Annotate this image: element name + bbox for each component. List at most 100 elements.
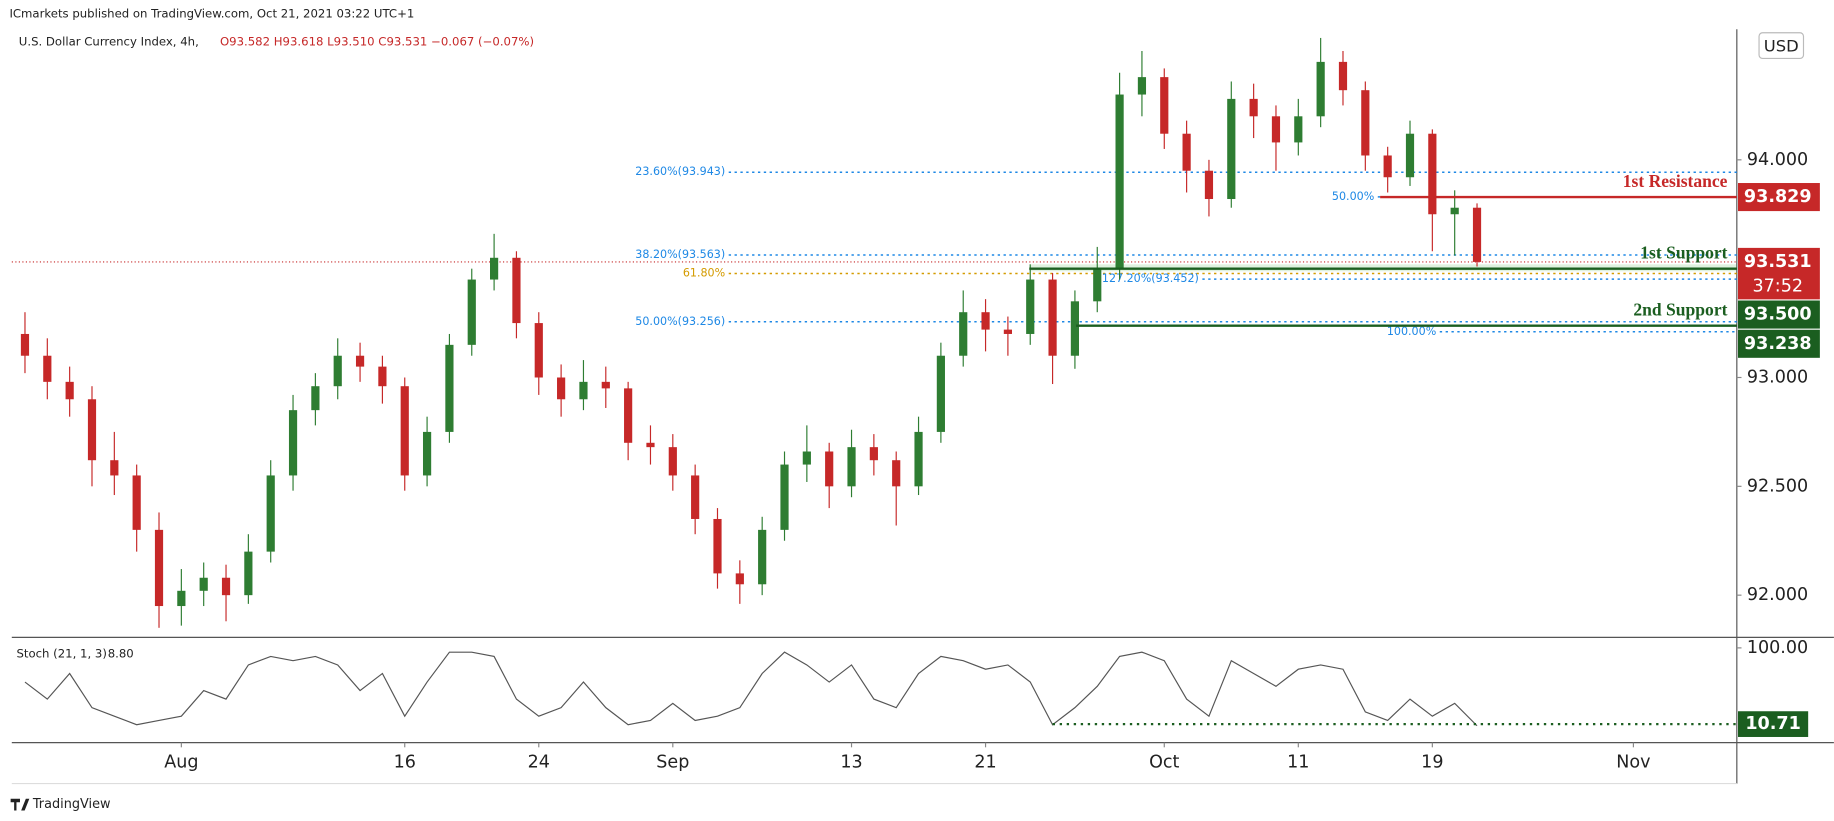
candle-body — [959, 312, 968, 356]
level-name: 2nd Support — [1633, 300, 1727, 320]
candle-body — [288, 410, 298, 476]
candle-body — [802, 451, 811, 465]
candle-body — [311, 386, 320, 411]
stoch-line — [24, 651, 1478, 727]
candle-body — [1338, 61, 1348, 91]
candle-body — [132, 475, 141, 530]
candle-body — [735, 573, 744, 585]
candle-body — [177, 590, 186, 607]
x-tick-label: 11 — [1287, 753, 1309, 773]
candle-body — [1182, 133, 1191, 171]
candle-body — [20, 333, 30, 356]
candle-body — [355, 355, 365, 367]
y-tick-label: 92.000 — [1747, 585, 1808, 605]
candle-body — [892, 460, 901, 487]
candle-body — [1070, 301, 1080, 356]
price-label-box — [1738, 300, 1820, 329]
candle-body — [579, 381, 588, 400]
fib-label: 127.20%(93.452) — [1102, 272, 1199, 285]
candle-body — [333, 355, 342, 387]
candle-body — [1048, 279, 1057, 356]
price-label: 93.238 — [1744, 334, 1812, 354]
price-label: 93.829 — [1744, 187, 1812, 207]
candle-body — [557, 377, 566, 400]
stoch-level-box — [1738, 711, 1809, 737]
candle-body — [534, 323, 543, 378]
currency-button[interactable] — [1758, 32, 1805, 60]
candle-body — [601, 381, 610, 389]
header: ICmarkets published on TradingView.com, … — [9, 7, 414, 21]
candle-body — [646, 442, 655, 448]
price-label: 93.500 — [1744, 305, 1812, 325]
x-tick-label: 24 — [528, 753, 550, 773]
x-tick-label: 16 — [394, 753, 416, 773]
candle-body — [490, 257, 499, 280]
candle-body — [1115, 94, 1124, 269]
candle-body — [400, 386, 409, 476]
y-tick-label: 92.500 — [1747, 476, 1808, 496]
candle-body — [691, 475, 700, 519]
price-label-box — [1738, 329, 1820, 358]
candle-body — [467, 279, 476, 345]
stoch-y-tick-label: 100.00 — [1747, 638, 1808, 658]
candle-body — [1383, 155, 1392, 178]
logo-mark — [10, 798, 30, 811]
candle-body — [758, 529, 767, 585]
candle-body — [1405, 133, 1415, 178]
candle-body — [1003, 329, 1012, 334]
candle-body — [1160, 77, 1169, 134]
fib-label: 61.80% — [683, 266, 725, 279]
candle-body — [1093, 268, 1102, 302]
y-tick-label: 93.000 — [1747, 367, 1808, 387]
candle-body — [65, 381, 74, 400]
y-tick-label: 94.000 — [1747, 150, 1808, 170]
price-label: 93.531 — [1744, 252, 1812, 272]
candle-body — [1137, 77, 1147, 95]
candle-body — [1428, 133, 1437, 215]
candle-body — [1472, 207, 1482, 262]
candle-body — [869, 447, 878, 461]
candle-body — [1227, 98, 1236, 200]
candle-body — [825, 451, 834, 487]
candle-body — [87, 399, 97, 461]
countdown-label: 37:52 — [1752, 276, 1803, 296]
candle-body — [981, 312, 990, 330]
level-name: 1st Resistance — [1623, 171, 1728, 191]
candle-body — [154, 529, 164, 607]
x-tick-label: 13 — [840, 753, 862, 773]
candle-body — [445, 344, 454, 432]
candle-body — [1294, 116, 1303, 143]
candle-body — [936, 355, 945, 432]
fib-label: 23.60%(93.943) — [635, 165, 725, 178]
stoch-value: 8.80 — [108, 646, 134, 660]
candle-body — [713, 518, 722, 574]
candle-body — [422, 431, 432, 476]
x-tick-label: 19 — [1421, 753, 1443, 773]
candle-body — [244, 551, 253, 596]
candle-body — [1361, 90, 1370, 156]
x-tick-label: Sep — [656, 753, 689, 773]
candle-body — [1316, 61, 1325, 117]
candle-body — [780, 464, 789, 530]
fib-label: 38.20%(93.563) — [635, 248, 725, 261]
series-title: U.S. Dollar Currency Index, 4h, — [19, 35, 199, 49]
tv-logo — [10, 798, 30, 811]
currency-label: USD — [1764, 36, 1799, 55]
fib-label: 50.00%(93.256) — [635, 315, 725, 328]
candle-body — [914, 431, 923, 487]
candle-body — [1249, 98, 1258, 117]
candle-body — [1204, 170, 1214, 200]
candle-body — [1026, 279, 1035, 334]
fib-label: 100.00% — [1387, 325, 1436, 338]
x-tick-label: Nov — [1616, 753, 1650, 773]
candle-body — [668, 447, 677, 476]
stoch-title: Stoch (21, 1, 3) — [16, 646, 106, 660]
candle-body — [221, 577, 231, 596]
price-label-box — [1738, 247, 1820, 300]
candle-body — [847, 447, 856, 487]
candle-body — [266, 475, 275, 552]
candle-body — [110, 460, 119, 476]
